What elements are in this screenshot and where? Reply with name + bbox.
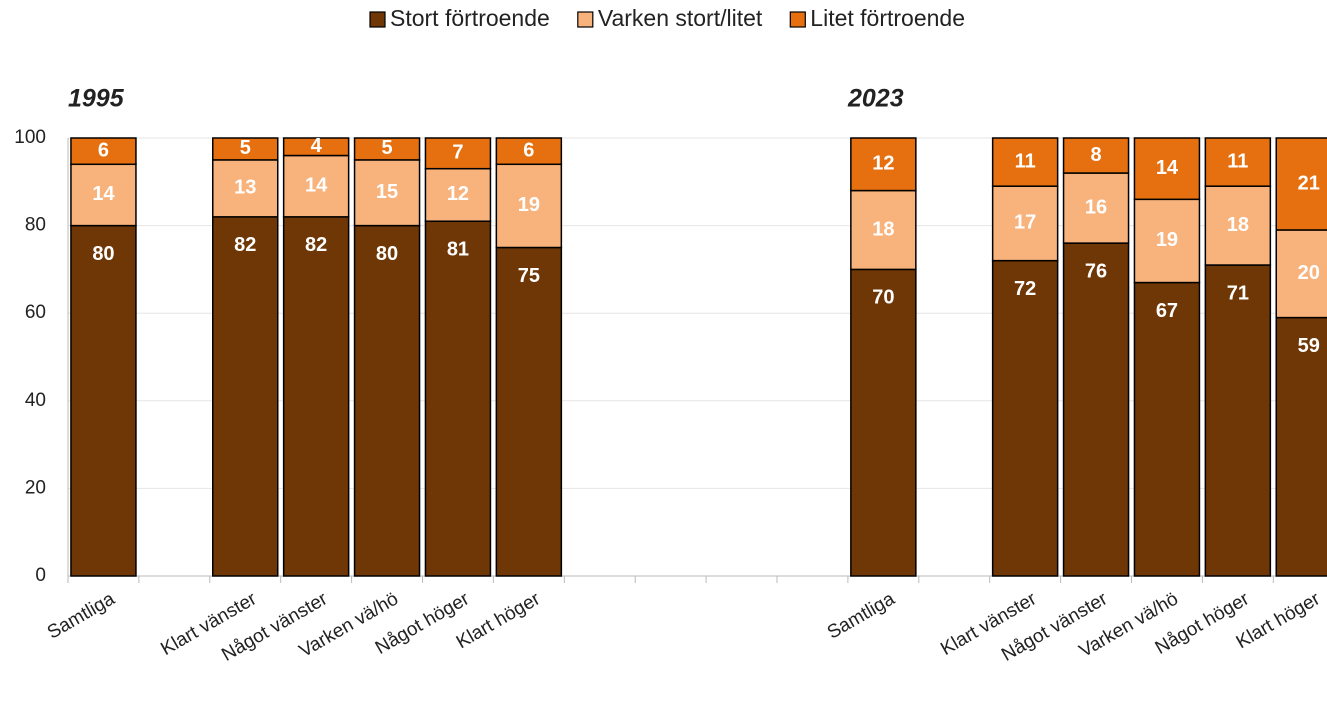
legend-label: Stort förtroende: [390, 5, 550, 31]
bar-segment: [70, 137, 137, 166]
data-label: 7: [452, 142, 463, 164]
bar-segment: [212, 216, 279, 577]
legend-swatch: [577, 11, 594, 28]
data-label: 20: [1298, 262, 1320, 284]
data-label: 75: [518, 265, 540, 287]
panel-label: 1995: [68, 85, 125, 113]
data-label: 5: [381, 137, 392, 159]
data-label: 17: [1014, 212, 1036, 234]
bar-segment: [353, 159, 421, 227]
bar-segment: [353, 137, 421, 161]
data-label: 6: [523, 139, 534, 161]
bar-segment: [1133, 281, 1201, 577]
bar-segment: [495, 137, 563, 166]
data-label: 67: [1156, 300, 1178, 322]
data-label: 8: [1090, 144, 1101, 166]
bar-segment: [1062, 172, 1130, 244]
y-tick-label: 80: [25, 215, 46, 236]
data-label: 12: [872, 153, 894, 175]
bar-segment: [1133, 198, 1201, 284]
bar-segment: [991, 185, 1059, 262]
data-label: 82: [305, 234, 327, 256]
bar-segment: [1204, 137, 1272, 187]
y-tick-label: 0: [35, 565, 46, 586]
legend-label: Varken stort/litet: [598, 5, 763, 31]
data-label: 15: [376, 181, 398, 203]
bar-segment: [991, 137, 1059, 187]
bar-segment: [424, 137, 492, 170]
legend-label: Litet förtroende: [810, 5, 965, 31]
y-tick-label: 20: [25, 477, 46, 498]
data-label: 80: [376, 243, 398, 265]
bar-segment: [282, 154, 350, 218]
bar-segment: [1133, 137, 1201, 201]
data-label: 13: [234, 177, 256, 199]
data-label: 18: [1227, 214, 1249, 236]
bar-segment: [282, 216, 350, 577]
y-tick-label: 100: [14, 127, 46, 148]
data-label: 76: [1085, 260, 1107, 282]
data-label: 14: [1156, 157, 1179, 179]
bar-segment: [1062, 242, 1130, 577]
data-label: 81: [447, 239, 469, 261]
data-label: 6: [98, 139, 109, 161]
data-label: 18: [872, 218, 894, 240]
panel-label: 2023: [847, 85, 904, 113]
bar-segment: [495, 246, 563, 577]
bar-segment: [495, 163, 563, 249]
data-label: 71: [1227, 282, 1249, 304]
data-label: 72: [1014, 278, 1036, 300]
data-label: 12: [447, 183, 469, 205]
legend-swatch: [369, 11, 386, 28]
bar-segment: [1062, 137, 1130, 174]
bar-segment: [1204, 264, 1272, 577]
bar-segment: [424, 220, 492, 577]
bar-segment: [70, 224, 137, 577]
x-tick-label: Samtliga: [44, 588, 119, 643]
bar-segment: [1275, 137, 1327, 231]
data-label: 5: [240, 137, 251, 159]
data-label: 59: [1298, 335, 1320, 357]
data-label: 70: [872, 287, 894, 309]
bar-segment: [424, 167, 492, 222]
data-label: 21: [1298, 172, 1320, 194]
data-label: 80: [92, 243, 114, 265]
bar-segment: [282, 137, 350, 157]
bar-segment: [212, 159, 279, 218]
data-label: 14: [92, 183, 115, 205]
data-label: 11: [1015, 150, 1036, 172]
data-label: 4: [311, 135, 323, 157]
legend-swatch: [789, 11, 806, 28]
bar-segment: [991, 259, 1059, 577]
bar-segment: [353, 224, 421, 577]
data-label: 82: [234, 234, 256, 256]
bar-segment: [850, 137, 917, 192]
bar-segment: [850, 268, 917, 577]
bar-segment: [1275, 316, 1327, 577]
bar-segment: [212, 137, 279, 161]
data-label: 11: [1227, 150, 1248, 172]
y-tick-label: 60: [25, 302, 46, 323]
x-tick-label: Samtliga: [824, 588, 899, 643]
data-label: 19: [1156, 229, 1178, 251]
y-tick-label: 40: [25, 390, 46, 411]
data-label: 19: [518, 194, 540, 216]
bar-segment: [1275, 229, 1327, 319]
data-label: 16: [1085, 196, 1107, 218]
data-label: 14: [305, 174, 328, 196]
